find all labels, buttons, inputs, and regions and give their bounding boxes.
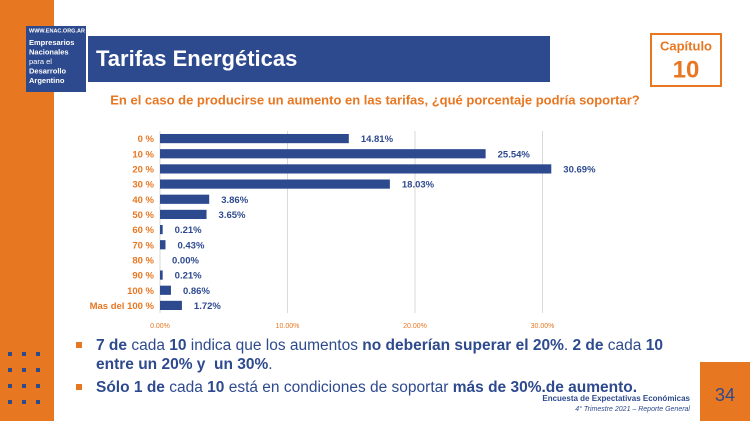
x-tick-label: 30.00% bbox=[531, 323, 555, 330]
data-label: 25.54% bbox=[498, 149, 531, 160]
data-label: 18.03% bbox=[402, 180, 435, 191]
bar bbox=[160, 270, 163, 280]
title-bar bbox=[88, 36, 550, 82]
data-label: 0.00% bbox=[172, 255, 199, 266]
chapter-label: Capítulo bbox=[660, 38, 712, 53]
page-box bbox=[700, 362, 750, 421]
footer-subtitle: 4° Trimestre 2021 – Reporte General bbox=[575, 405, 690, 413]
chapter-number: 10 bbox=[673, 56, 700, 83]
logo-line: Desarrollo bbox=[29, 66, 67, 75]
chapter-box bbox=[650, 33, 722, 87]
bullet-text: 10 bbox=[207, 379, 225, 396]
dots bbox=[8, 352, 40, 404]
data-label: 14.81% bbox=[361, 134, 394, 145]
slide-title: Tarifas Energéticas bbox=[96, 46, 297, 71]
bar bbox=[160, 133, 349, 144]
logo-line: Argentino bbox=[29, 76, 65, 85]
bullet-text: cada bbox=[127, 337, 170, 354]
bar bbox=[160, 224, 163, 235]
y-tick-label: 30 % bbox=[132, 180, 154, 191]
bar bbox=[160, 300, 182, 311]
y-tick-label: 60 % bbox=[132, 225, 154, 236]
bullet-text: 10 bbox=[169, 337, 187, 354]
logo-box bbox=[26, 26, 86, 92]
logo-line: Nacionales bbox=[29, 47, 69, 56]
bullet-text: Sólo 1 de bbox=[96, 379, 165, 396]
bar bbox=[160, 209, 207, 220]
logo-line: Empresarios bbox=[29, 38, 74, 47]
data-label: 3.86% bbox=[221, 195, 248, 206]
bar bbox=[160, 194, 210, 204]
bullet-text: cada bbox=[603, 337, 646, 354]
bullet: 7 de cada 10 indica que los aumentos no … bbox=[76, 336, 696, 374]
data-label: 0.43% bbox=[177, 240, 204, 251]
bar bbox=[160, 285, 171, 295]
bullet-text: no deberían superar el 20% bbox=[362, 337, 564, 354]
bar bbox=[160, 179, 390, 189]
data-label: 3.65% bbox=[219, 210, 246, 221]
x-tick-label: 10.00% bbox=[276, 323, 300, 330]
data-label: 0.21% bbox=[175, 225, 202, 236]
chart-title: En el caso de producirse un aumento en l… bbox=[110, 92, 640, 107]
y-tick-label: 50 % bbox=[132, 210, 154, 221]
bullet: Sólo 1 de cada 10 está en condiciones de… bbox=[76, 378, 696, 397]
bullet-text: 7 de bbox=[96, 337, 128, 354]
data-label: 30.69% bbox=[563, 164, 596, 175]
y-tick-label: 40 % bbox=[132, 195, 154, 206]
bar bbox=[160, 149, 486, 159]
bullet-text: . bbox=[563, 337, 573, 354]
bullet-text: indica que los aumentos bbox=[186, 337, 363, 354]
y-tick-label: 90 % bbox=[132, 271, 154, 282]
bullet-list: 7 de cada 10 indica que los aumentos no … bbox=[76, 336, 696, 401]
page-number: 34 bbox=[715, 385, 735, 405]
y-tick-label: 100 % bbox=[127, 286, 154, 297]
data-label: 0.86% bbox=[183, 286, 210, 297]
bullet-text: 2 de bbox=[572, 337, 604, 354]
y-tick-label: 70 % bbox=[132, 240, 154, 251]
y-tick-label: 10 % bbox=[132, 149, 154, 160]
y-tick-label: Mas del 100 % bbox=[90, 301, 155, 312]
x-tick-label: 20.00% bbox=[403, 323, 427, 330]
y-tick-label: 80 % bbox=[132, 255, 154, 266]
bar bbox=[160, 240, 166, 250]
bullet-text: más de 30%.de aumento. bbox=[452, 379, 638, 396]
bullet-text: está en condiciones de soportar bbox=[224, 379, 453, 396]
x-tick-label: 0.00% bbox=[150, 323, 170, 330]
data-label: 1.72% bbox=[194, 301, 221, 312]
bar bbox=[160, 164, 552, 174]
bullet-text: 10 entre un 20% y un 30% bbox=[96, 337, 668, 373]
logo-url: WWW.ENAC.ORG.AR bbox=[29, 28, 85, 34]
footer-title: Encuesta de Expectativas Económicas bbox=[542, 394, 690, 403]
bullet-text: cada bbox=[164, 379, 208, 396]
logo-line: para el bbox=[29, 57, 52, 66]
bullet-text: . bbox=[268, 356, 273, 373]
data-label: 0.21% bbox=[175, 271, 202, 282]
y-tick-label: 0 % bbox=[138, 134, 155, 145]
y-tick-label: 20 % bbox=[132, 164, 154, 175]
